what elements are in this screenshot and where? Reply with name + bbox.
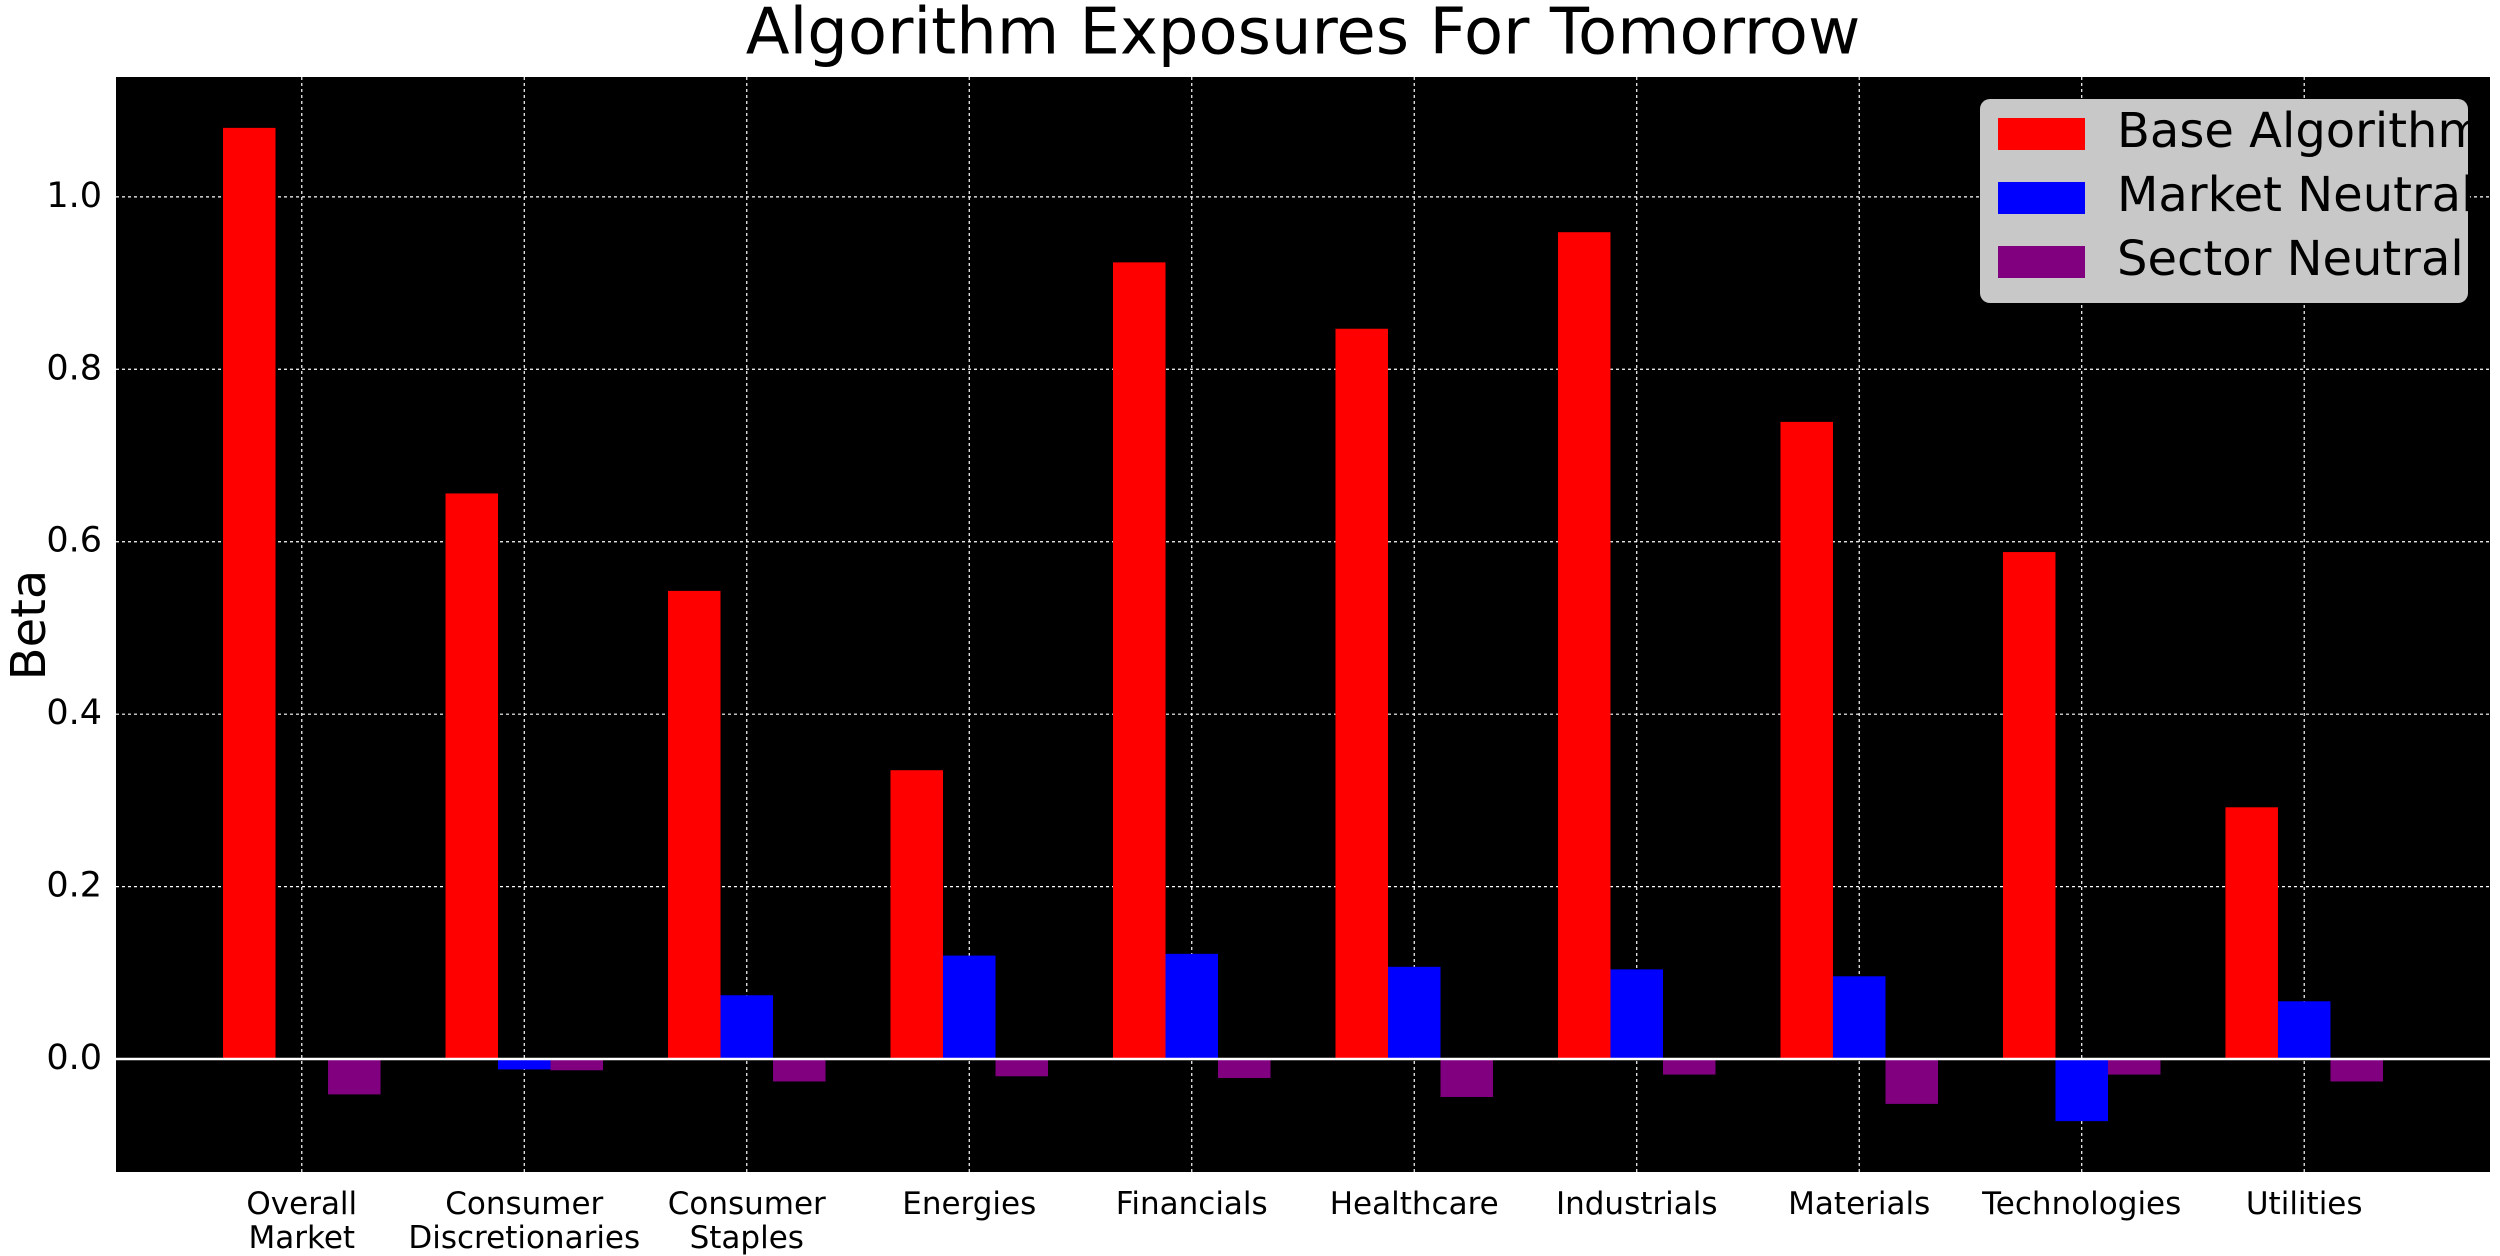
bar [668,590,721,1060]
bar [1387,966,1441,1060]
y-tick-label: 0.6 [46,521,102,561]
bar [1440,1059,1494,1097]
legend-label: Market Neutral [2117,167,2474,223]
legend-swatch [1998,246,2085,278]
bar [2225,807,2278,1060]
y-tick-label: 0.8 [46,348,102,388]
x-tick-label: Energies [902,1186,1037,1222]
bar [890,770,944,1060]
y-tick-label: 1.0 [46,176,102,216]
bar [445,493,499,1060]
bar [1218,1059,1271,1079]
bar [498,1059,551,1070]
bar [1165,953,1219,1060]
bar [1832,976,1886,1060]
x-tick-label: Overall Market [246,1186,358,1256]
y-tick-label: 0.4 [46,693,102,733]
bar [2277,1001,2331,1060]
bar [773,1059,826,1082]
x-tick-label: Utilities [2245,1186,2363,1222]
legend-label: Base Algorithm [2117,103,2484,159]
bar [943,955,996,1060]
x-tick-label: Consumer Discretionaries [408,1186,641,1256]
chart-title: Algorithm Exposures For Tomorrow [746,0,1861,70]
y-axis-label: Beta [1,570,57,681]
legend-label: Sector Neutral [2117,231,2464,287]
bar [1780,421,1833,1060]
bar [223,127,276,1060]
legend-swatch [1998,118,2085,150]
bar [2107,1059,2161,1075]
bar [550,1059,604,1071]
bar [720,995,774,1060]
bar [2330,1059,2383,1082]
legend-swatch [1998,182,2085,214]
bar [1112,262,1166,1060]
x-tick-label: Healthcare [1329,1186,1499,1222]
bar [1557,232,1611,1060]
bar [2055,1059,2108,1122]
bar [2002,552,2056,1060]
bar [328,1059,381,1095]
legend: Base Algorithm Market Neutral Sector Neutr… [1980,99,2484,303]
x-tick-label: Consumer Staples [667,1186,826,1256]
x-tick-label: Materials [1788,1186,1931,1222]
x-tick-label: Financials [1115,1186,1268,1222]
bar [1335,328,1388,1060]
bar [1885,1059,1938,1104]
x-tick-label: Technologies [1982,1186,2182,1222]
y-tick-label: 0.2 [46,866,102,906]
bar [1662,1059,1716,1075]
bar [1610,969,1663,1060]
legend-box [1980,99,2468,303]
y-tick-label: 0.0 [46,1038,102,1078]
x-tick-label: Industrials [1555,1186,1718,1222]
bar [995,1059,1049,1077]
